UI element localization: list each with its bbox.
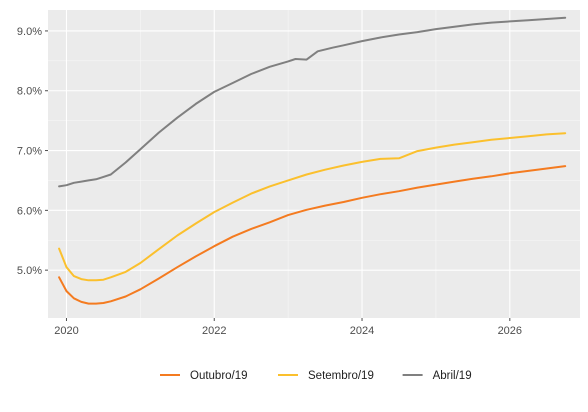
x-tick-label: 2024 (350, 325, 374, 337)
legend-label-1: Outubro/19 (190, 370, 248, 382)
y-tick-label: 9.0% (17, 26, 42, 38)
legend: Outubro/19 Setembro/19 Abril/19 (160, 370, 472, 382)
legend-label-2: Setembro/19 (308, 370, 374, 382)
series-line-1 (58, 165, 567, 305)
series-line-2 (58, 132, 567, 282)
y-tick-label: 6.0% (17, 205, 42, 217)
y-tick-label: 5.0% (17, 265, 42, 277)
y-axis: 5.0% 6.0% 7.0% 8.0% 9.0% (17, 26, 48, 277)
y-tick-label: 7.0% (17, 146, 42, 158)
y-tick-label: 8.0% (17, 86, 42, 98)
x-tick-label: 2026 (498, 325, 522, 337)
x-tick-label: 2020 (54, 325, 78, 337)
x-tick-label: 2022 (202, 325, 226, 337)
plot-panel (48, 10, 580, 318)
legend-label-3: Abril/19 (433, 370, 472, 382)
series-lines (58, 16, 567, 305)
x-axis: 2020 2022 2024 2026 (54, 318, 522, 337)
series-line-3 (58, 16, 567, 188)
